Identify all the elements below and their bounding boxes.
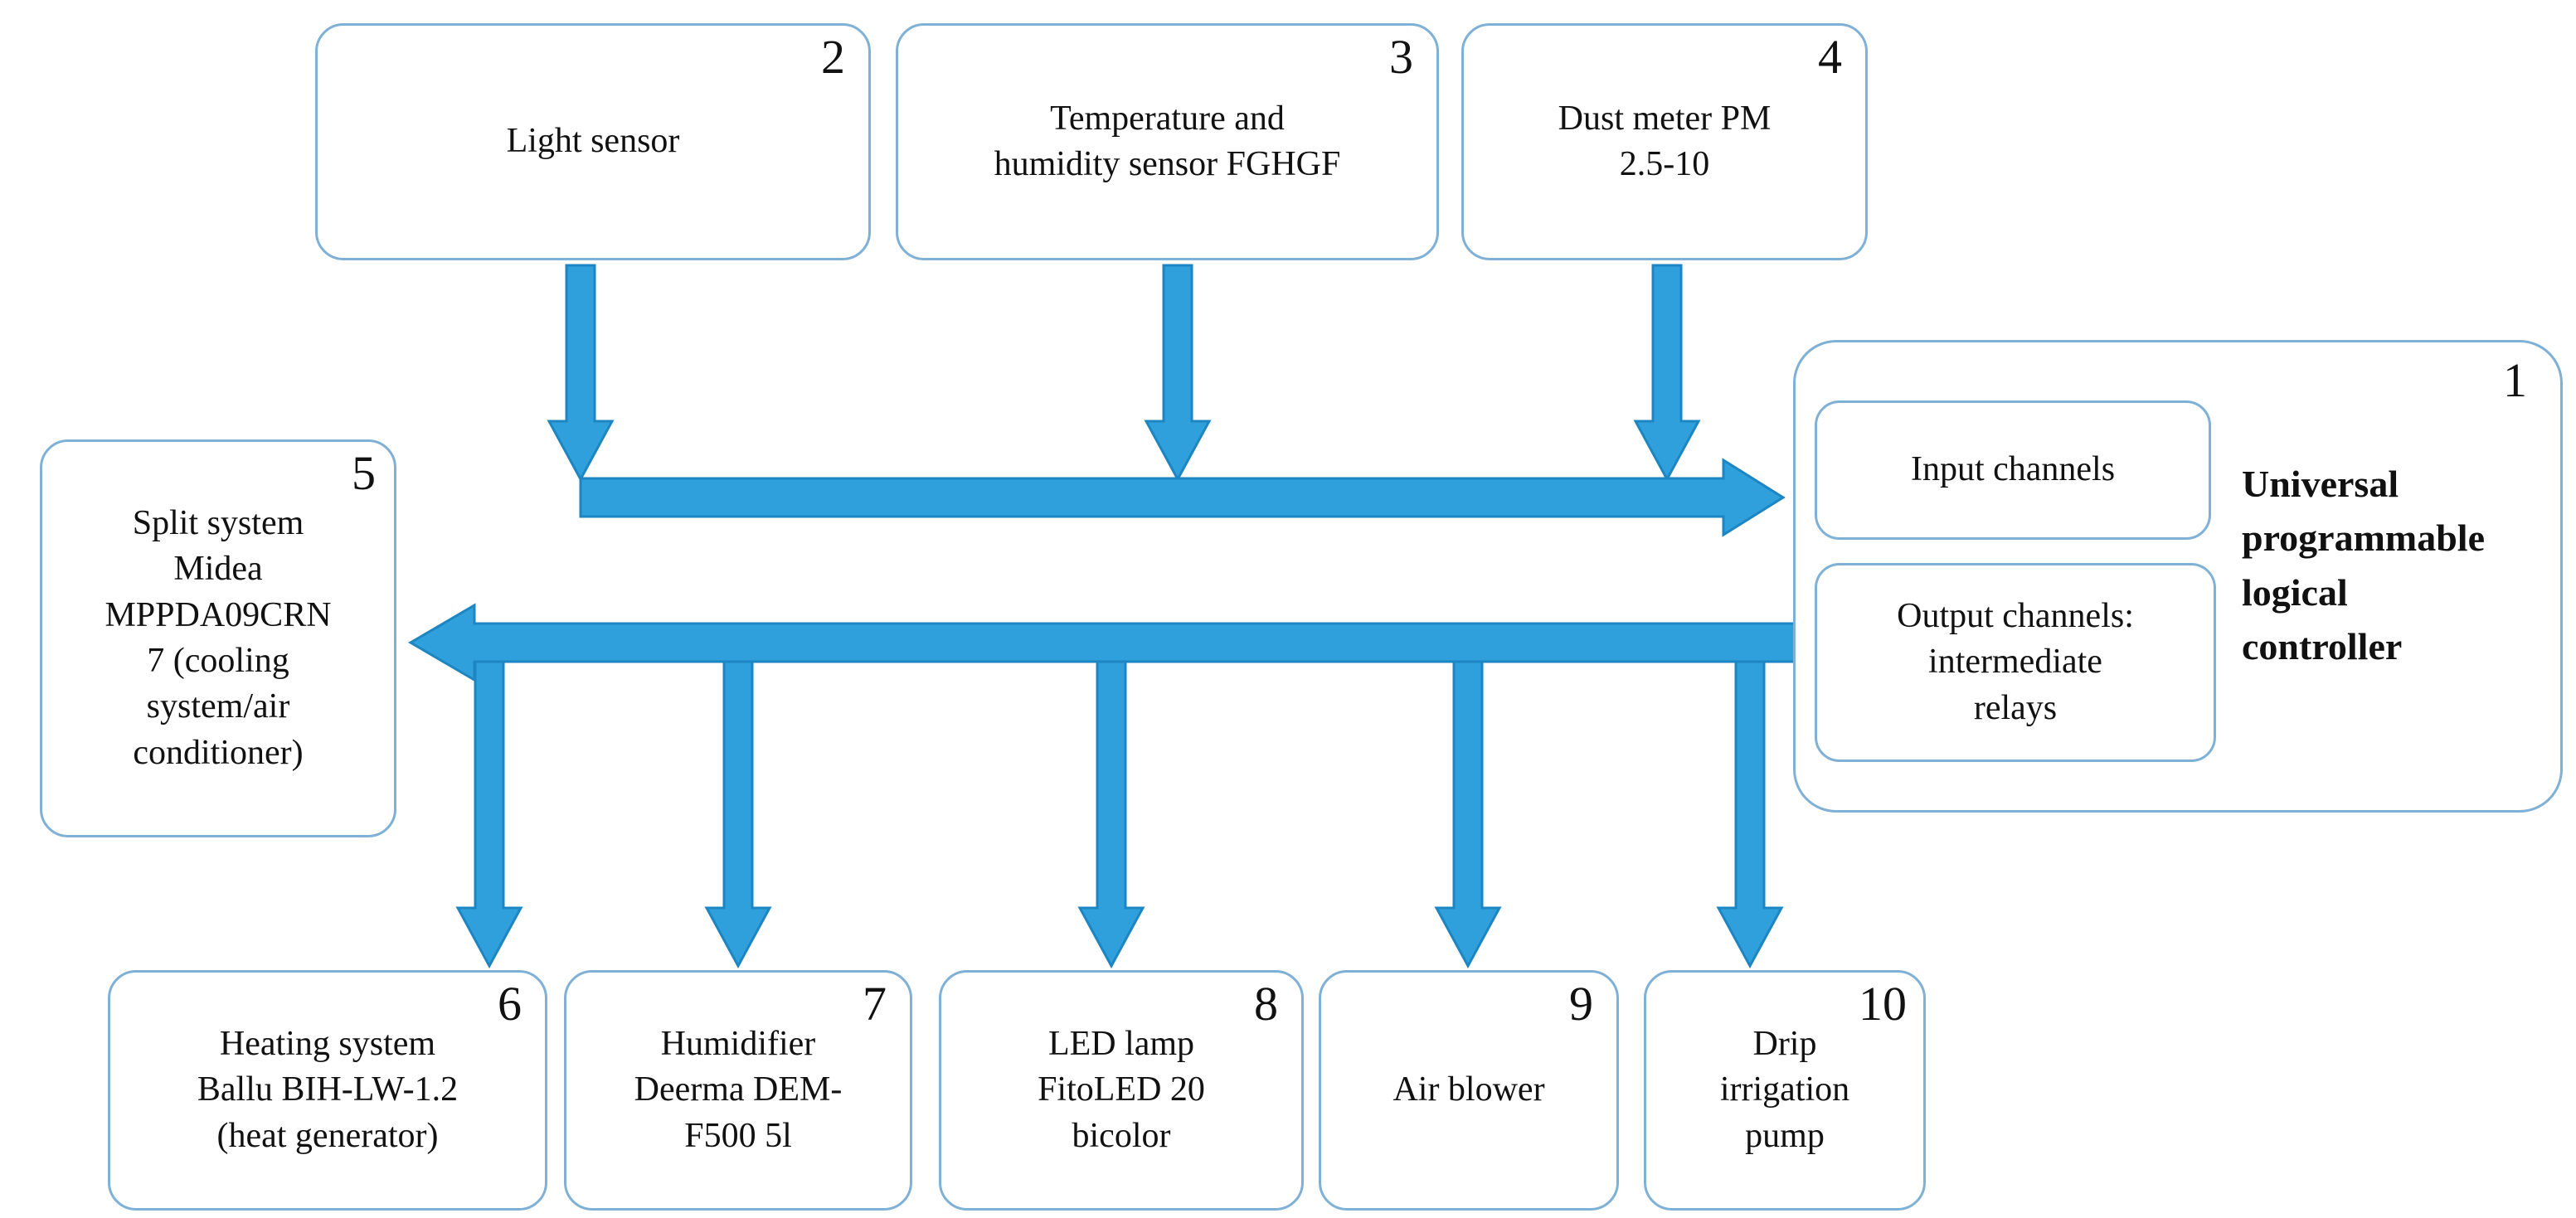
- arrow-light-sensor-down: [547, 264, 615, 483]
- arrow-down-humidifier: [704, 660, 772, 969]
- box-humidifier: 7 Humidifier Deerma DEM- F500 5l: [564, 970, 912, 1211]
- box-heating-system: 6 Heating system Ballu BIH-LW-1.2 (heat …: [108, 970, 547, 1211]
- arrow-dust-meter-down: [1633, 264, 1701, 483]
- arrow-temp-humidity-sensor-down: [1144, 264, 1212, 483]
- box-led-lamp: 8 LED lamp FitoLED 20 bicolor: [939, 970, 1304, 1211]
- box-number: 9: [1569, 977, 1593, 1031]
- box-split-system: 5 Split system Midea MPPDA09CRN 7 (cooli…: [40, 439, 396, 837]
- box-output-channels: Output channels: intermediate relays: [1815, 563, 2216, 762]
- arrow-down-air-blower: [1434, 660, 1502, 969]
- box-number: 10: [1859, 977, 1907, 1031]
- box-light-sensor: 2 Light sensor: [315, 23, 871, 260]
- arrow-down-heating-system: [455, 660, 523, 969]
- box-label: Output channels: intermediate relays: [1897, 596, 2134, 727]
- box-label: Humidifier Deerma DEM- F500 5l: [634, 1024, 843, 1155]
- arrow-output-to-split-system: [408, 603, 1801, 682]
- box-label: Light sensor: [506, 122, 680, 161]
- box-number: 5: [352, 446, 376, 500]
- arrow-down-drip-pump: [1716, 660, 1784, 969]
- box-label: Air blower: [1392, 1070, 1545, 1109]
- box-label: Split system Midea MPPDA09CRN 7 (cooling…: [104, 503, 332, 772]
- box-number: 3: [1389, 30, 1413, 84]
- box-air-blower: 9 Air blower: [1319, 970, 1619, 1211]
- box-number: 7: [863, 977, 887, 1031]
- box-number: 6: [498, 977, 522, 1031]
- box-number: 4: [1818, 30, 1842, 84]
- box-label: Temperature and humidity sensor FGHGF: [994, 99, 1341, 183]
- arrow-down-led-lamp: [1077, 660, 1145, 969]
- box-number: 8: [1254, 977, 1278, 1031]
- box-label: Heating system Ballu BIH-LW-1.2 (heat ge…: [197, 1024, 459, 1155]
- box-drip-irrigation-pump: 10 Drip irrigation pump: [1644, 970, 1926, 1211]
- arrow-bus-to-input-channels: [579, 458, 1786, 537]
- controller-title: Universal programmable logical controlle…: [2242, 463, 2486, 667]
- box-label: Drip irrigation pump: [1719, 1024, 1850, 1155]
- box-temp-humidity-sensor: 3 Temperature and humidity sensor FGHGF: [896, 23, 1439, 260]
- box-number: 1: [2503, 353, 2527, 407]
- box-label: LED lamp FitoLED 20 bicolor: [1038, 1024, 1205, 1155]
- box-label: Input channels: [1910, 450, 2116, 489]
- box-label: Dust meter PM 2.5-10: [1558, 99, 1772, 183]
- box-dust-meter: 4 Dust meter PM 2.5-10: [1461, 23, 1868, 260]
- box-controller: 1 Input channels Output channels: interm…: [1793, 340, 2563, 813]
- box-input-channels: Input channels: [1815, 400, 2211, 540]
- box-number: 2: [821, 30, 845, 84]
